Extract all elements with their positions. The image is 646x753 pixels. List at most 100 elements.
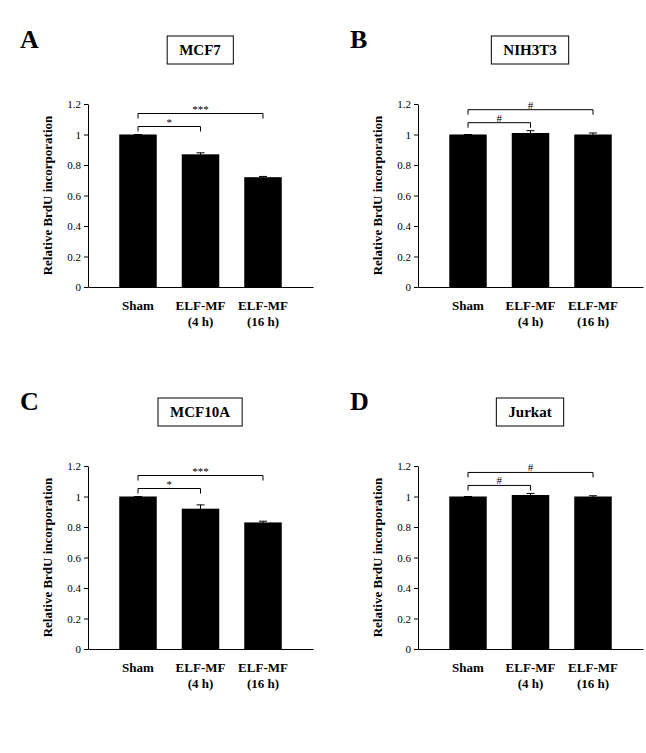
plot-area <box>449 493 612 649</box>
error-cap <box>464 134 472 135</box>
comparison: # <box>468 474 531 490</box>
y-tick: 0.4 <box>67 582 88 594</box>
error-bar <box>464 134 472 135</box>
y-tick-mark <box>84 165 88 166</box>
y-axis-title: Relative BrdU incorporation <box>370 477 385 637</box>
y-axis-line <box>418 105 419 288</box>
y-tick: 0.2 <box>67 251 88 263</box>
title-box <box>491 36 568 64</box>
x-tick-label: ELF-MF(4 h) <box>506 660 556 691</box>
x-axis: Sham ELF-MF(4 h) ELF-MF(16 h) <box>419 287 644 329</box>
y-tick: 0.2 <box>67 613 88 625</box>
x-tick-label: ELF-MF(16 h) <box>568 660 618 691</box>
y-tick-label: 1 <box>406 491 412 503</box>
error-cap <box>197 504 205 505</box>
error-bar <box>259 176 267 178</box>
y-tick: 0.8 <box>67 159 88 171</box>
y-tick-mark <box>414 104 418 105</box>
y-tick-mark <box>84 257 88 258</box>
x-tick-label: ELF-MF(16 h) <box>568 298 618 329</box>
y-tick: 1 <box>406 491 419 503</box>
y-tick: 0 <box>76 281 89 293</box>
error-line <box>530 131 531 136</box>
y-tick: 0.8 <box>397 521 418 533</box>
y-tick: 0.4 <box>397 582 418 594</box>
error-bar <box>134 134 142 135</box>
comparison-label: # <box>528 461 534 473</box>
error-bar <box>134 496 142 497</box>
x-axis-line <box>419 287 644 288</box>
y-tick: 0 <box>406 281 419 293</box>
plot-area <box>449 131 612 287</box>
error-bar <box>589 496 597 498</box>
x-tick: Sham <box>452 287 484 313</box>
bar <box>512 133 550 287</box>
error-cap <box>589 132 597 133</box>
y-axis-title: Relative BrdU incorporation <box>40 477 55 637</box>
x-tick-label: ELF-MF(4 h) <box>176 298 226 329</box>
x-tick: ELF-MF(16 h) <box>238 287 288 329</box>
bar <box>182 154 220 287</box>
error-bar <box>464 496 472 497</box>
plot-area <box>119 497 282 650</box>
x-axis: ShamELF-MF(4 h)ELF-MF(16 h) <box>89 649 314 691</box>
y-tick-label: 0.6 <box>397 552 411 564</box>
y-tick-label: 0 <box>406 643 412 655</box>
y-tick-label: 0 <box>406 281 412 293</box>
bar <box>119 135 157 288</box>
comparison-label: # <box>497 112 503 124</box>
y-tick: 0 <box>76 643 89 655</box>
y-tick-mark <box>84 466 88 467</box>
x-tick: ELF-MF(4 h) <box>506 287 556 329</box>
panel: DJurkat00.20.40.60.811.2Relative BrdU in… <box>350 387 644 691</box>
x-tick-label: ELF-MF(4 h) <box>176 660 226 691</box>
y-tick: 1.2 <box>67 460 88 472</box>
y-tick-label: 0.8 <box>67 521 81 533</box>
y-tick-mark <box>414 588 418 589</box>
y-tick-label: 1 <box>76 491 82 503</box>
y-tick-label: 0 <box>76 643 82 655</box>
y-axis: 00.20.40.60.811.2 <box>67 460 88 655</box>
error-cap <box>259 176 267 177</box>
error-line <box>200 505 201 513</box>
y-tick-label: 1 <box>406 129 412 141</box>
y-tick-mark <box>414 497 418 498</box>
y-tick-mark <box>414 466 418 467</box>
y-tick: 0.8 <box>67 521 88 533</box>
y-tick-label: 0.2 <box>397 251 411 263</box>
x-tick-label: ELF-MF(16 h) <box>238 660 288 691</box>
comparison: # <box>468 99 593 115</box>
y-tick-label: 1 <box>76 129 82 141</box>
title: NIH3T3 <box>503 42 556 58</box>
error-cap <box>527 130 535 131</box>
y-tick-label: 0.2 <box>397 613 411 625</box>
y-tick: 0.6 <box>397 552 418 564</box>
y-axis-line <box>88 105 89 288</box>
y-tick-label: 1.2 <box>397 460 411 472</box>
error-bar <box>197 505 205 513</box>
y-tick-mark <box>414 196 418 197</box>
y-tick: 0 <box>406 643 419 655</box>
error-cap <box>134 496 142 497</box>
x-tick: Sham <box>122 287 154 313</box>
bar <box>574 135 612 288</box>
y-tick-label: 1.2 <box>67 98 81 110</box>
y-tick-label: 0.6 <box>397 190 411 202</box>
title: Jurkat <box>508 404 551 420</box>
bar <box>574 497 612 650</box>
x-axis-line <box>89 287 314 288</box>
comparison-label: *** <box>192 103 209 115</box>
panel-letter: C <box>20 387 39 416</box>
error-cap <box>464 496 472 497</box>
figure: AMCF700.20.40.60.811.2Relative BrdU inco… <box>0 0 646 753</box>
y-tick: 0.2 <box>397 251 418 263</box>
bar <box>244 177 282 287</box>
y-tick: 1 <box>76 491 89 503</box>
x-tick-label: ELF-MF(16 h) <box>238 298 288 329</box>
y-tick-mark <box>414 527 418 528</box>
x-axis: Sham ELF-MF(4 h) ELF-MF(16 h) <box>89 287 314 329</box>
y-tick-mark <box>414 558 418 559</box>
y-tick-mark <box>84 196 88 197</box>
error-cap <box>197 152 205 153</box>
error-bar <box>527 131 535 136</box>
